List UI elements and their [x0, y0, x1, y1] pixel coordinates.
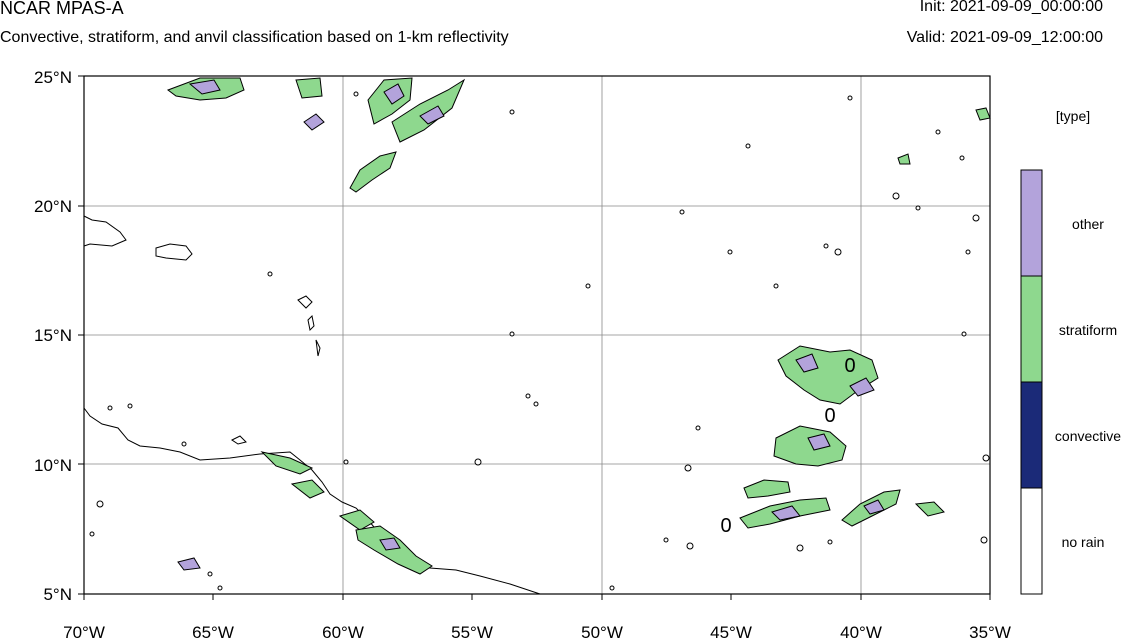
scattered-cells: [89, 91, 990, 591]
y-tick-label: 15°N: [34, 326, 72, 345]
y-tick-label: 25°N: [34, 68, 72, 87]
x-tick-label: 60°W: [322, 623, 364, 641]
legend-label-stratiform: stratiform: [1059, 322, 1117, 338]
map-title: NCAR MPAS-A: [0, 0, 124, 18]
x-tick-label: 50°W: [581, 623, 623, 641]
legend: [type] other stratiform convective no ra…: [1020, 108, 1121, 595]
contour-label: 0: [844, 355, 855, 377]
legend-swatch-no-rain: [1020, 487, 1043, 595]
map-subtitle: Convective, stratiform, and anvil classi…: [0, 29, 509, 46]
precip-areas: [166, 77, 991, 575]
legend-swatch-other: [1020, 169, 1043, 277]
x-tick-label: 40°W: [840, 623, 882, 641]
contour-label: 0: [824, 405, 835, 427]
y-tick-labels: 5°N 10°N 15°N 20°N 25°N: [34, 68, 72, 604]
legend-label-other: other: [1072, 216, 1104, 232]
x-tick-labels: 70°W 65°W 60°W 55°W 50°W 45°W 40°W 35°W: [63, 623, 1011, 641]
init-time: Init: 2021-09-09_00:00:00: [919, 0, 1103, 15]
legend-label-convective: convective: [1055, 428, 1121, 444]
legend-label-no-rain: no rain: [1062, 534, 1105, 550]
x-tick-label: 55°W: [451, 623, 493, 641]
legend-title: [type]: [1056, 108, 1090, 124]
valid-time: Valid: 2021-09-09_12:00:00: [906, 29, 1103, 46]
contour-label: 0: [720, 515, 731, 537]
legend-swatch-convective: [1020, 381, 1043, 489]
y-tick-label: 5°N: [43, 585, 72, 604]
x-tick-label: 70°W: [63, 623, 105, 641]
contour-labels: 0 0 0: [720, 355, 855, 537]
x-tick-label: 35°W: [969, 623, 1011, 641]
x-tick-label: 45°W: [710, 623, 752, 641]
axis-ticks: [78, 75, 991, 600]
y-tick-label: 10°N: [34, 456, 72, 475]
legend-swatch-stratiform: [1020, 275, 1043, 383]
y-tick-label: 20°N: [34, 197, 72, 216]
x-tick-label: 65°W: [192, 623, 234, 641]
